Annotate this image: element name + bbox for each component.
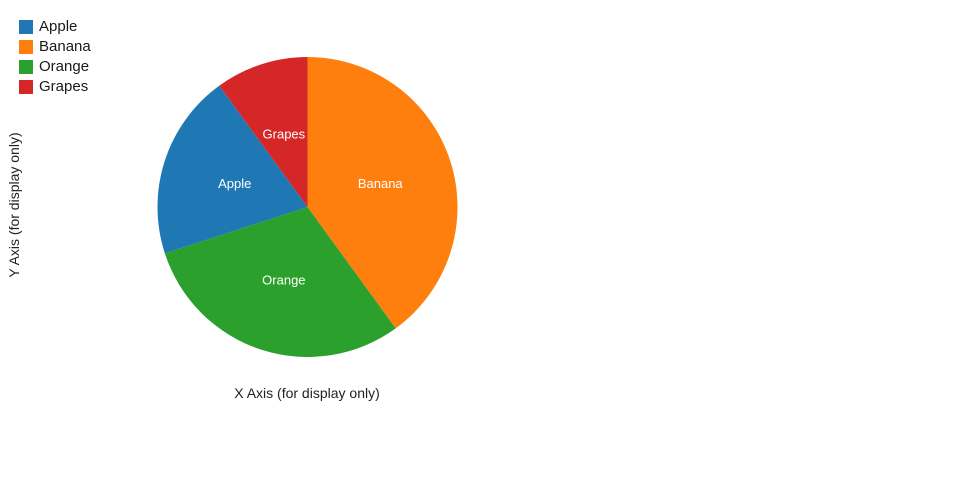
legend-label: Banana <box>39 38 91 55</box>
legend-label: Orange <box>39 58 90 75</box>
legend: Apple Banana Orange Grapes <box>19 17 91 97</box>
legend-label: Apple <box>39 18 78 35</box>
pie-slice-grapes[interactable] <box>219 57 308 207</box>
legend-label: Grapes <box>39 78 89 95</box>
pie-slice-banana[interactable] <box>307 57 458 329</box>
legend-item-grapes[interactable]: Grapes <box>19 77 91 97</box>
legend-swatch <box>19 80 33 94</box>
legend-item-banana[interactable]: Banana <box>19 37 91 57</box>
pie-slice-apple[interactable] <box>157 85 308 254</box>
legend-item-orange[interactable]: Orange <box>19 57 91 77</box>
y-axis-label: Y Axis (for display only) <box>6 132 22 278</box>
legend-swatch <box>19 40 33 54</box>
legend-swatch <box>19 60 33 74</box>
x-axis-label: X Axis (for display only) <box>234 385 380 401</box>
legend-item-apple[interactable]: Apple <box>19 17 91 37</box>
legend-swatch <box>19 20 33 34</box>
pie-slice-orange[interactable] <box>164 207 396 357</box>
